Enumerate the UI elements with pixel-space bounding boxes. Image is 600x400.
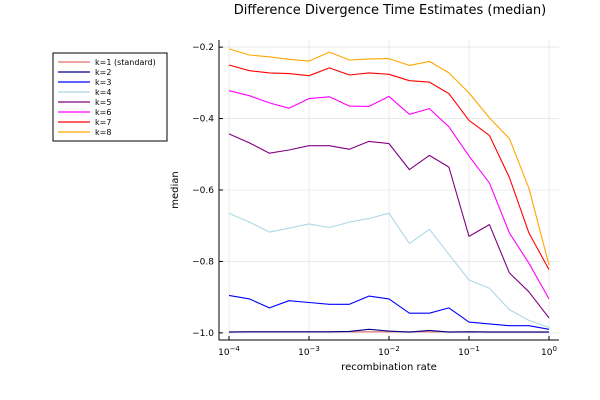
series-lines — [228, 48, 550, 333]
legend-label-k7: k=7 — [95, 118, 111, 127]
x-tick-label: 10−3 — [298, 345, 320, 358]
series-line-k6 — [228, 90, 550, 300]
legend-label-k2: k=2 — [95, 68, 111, 77]
y-tick-label: −0.6 — [192, 186, 214, 196]
legend: k=1 (standard)k=2k=3k=4k=5k=6k=7k=8 — [52, 52, 168, 142]
y-axis-label: median — [170, 171, 181, 209]
x-tick-label: 10−2 — [378, 345, 400, 358]
x-tick-label: 10−1 — [458, 345, 480, 358]
legend-label-k6: k=6 — [95, 108, 111, 117]
series-line-k3 — [228, 294, 550, 330]
y-tick-label: −1.0 — [192, 329, 214, 339]
legend-label-k1: k=1 (standard) — [95, 58, 156, 67]
y-tick-label: −0.4 — [192, 115, 214, 125]
legend-label-k8: k=8 — [95, 128, 111, 137]
legend-label-k4: k=4 — [95, 88, 111, 97]
legend-label-k3: k=3 — [95, 78, 111, 87]
series-line-k7 — [228, 64, 550, 270]
series-line-k5 — [228, 133, 550, 319]
grid — [219, 40, 559, 340]
series-line-k2 — [228, 328, 549, 333]
chart-title: Difference Divergence Time Estimates (me… — [234, 3, 547, 18]
y-tick-label: −0.2 — [192, 43, 214, 53]
x-tick-label: 10−4 — [218, 345, 240, 358]
x-tick-label: 100 — [541, 345, 557, 358]
series-line-k4 — [228, 212, 550, 329]
legend-box — [52, 52, 168, 142]
series-line-k8 — [228, 48, 550, 266]
x-axis-label: recombination rate — [341, 362, 437, 373]
ticks: 10−4 10−3 10−2 10−1 100 −1.0 −0.8 −0.6 −0.4 −0.2 — [192, 43, 557, 358]
legend-label-k5: k=5 — [95, 98, 111, 107]
y-tick-label: −0.8 — [192, 257, 214, 267]
